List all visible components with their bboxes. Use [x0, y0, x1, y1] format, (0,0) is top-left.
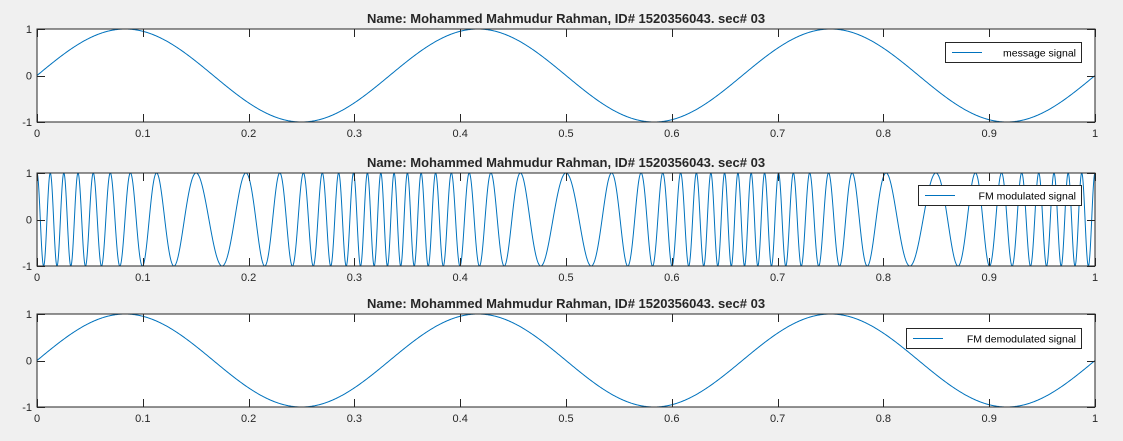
y-tick-label: 1: [26, 168, 32, 180]
x-tick-label: 0.5: [558, 128, 573, 140]
series-line-1: [37, 28, 1095, 123]
x-tick-label: 0.7: [770, 272, 785, 284]
y-tick-label: 0: [26, 71, 32, 83]
y-tick-label: 0: [26, 215, 32, 227]
legend-entry-label: FM demodulated signal: [967, 334, 1076, 346]
x-tick-label: 0.4: [453, 272, 468, 284]
x-tick-label: 0.2: [241, 272, 256, 284]
y-tick-label: 1: [26, 24, 32, 36]
x-tick-label: 0.6: [664, 272, 679, 284]
series-line-1: [37, 313, 1095, 408]
x-tick-label: 0.7: [770, 413, 785, 425]
y-tick-label: -1: [22, 261, 32, 273]
x-tick-label: 0.5: [558, 272, 573, 284]
axes-title: Name: Mohammed Mahmudur Rahman, ID# 1520…: [367, 296, 765, 311]
x-tick-label: 0.8: [876, 272, 891, 284]
legend[interactable]: FM demodulated signal: [906, 328, 1082, 349]
x-tick-label: 0.9: [982, 272, 997, 284]
x-tick-label: 0.5: [558, 413, 573, 425]
x-tick-label: 1: [1092, 128, 1098, 140]
x-tick-label: 1: [1092, 272, 1098, 284]
legend-entry-label: message signal: [1003, 48, 1076, 60]
legend[interactable]: FM modulated signal: [918, 185, 1082, 206]
x-tick-label: 0.1: [135, 128, 150, 140]
x-tick-label: 0.1: [135, 272, 150, 284]
x-tick-label: 0.3: [347, 128, 362, 140]
axes-title: Name: Mohammed Mahmudur Rahman, ID# 1520…: [367, 11, 765, 26]
legend-box: [918, 185, 1082, 206]
x-tick-label: 0.8: [876, 413, 891, 425]
x-tick-label: 0.4: [453, 413, 468, 425]
legend-box: [906, 328, 1082, 349]
x-tick-label: 0.2: [241, 128, 256, 140]
x-tick-label: 0.9: [982, 128, 997, 140]
y-tick-label: 1: [26, 309, 32, 321]
x-tick-label: 0.3: [347, 413, 362, 425]
x-tick-label: 1: [1092, 413, 1098, 425]
x-tick-label: 0.1: [135, 413, 150, 425]
x-tick-label: 0: [34, 272, 40, 284]
x-tick-label: 0.4: [453, 128, 468, 140]
x-tick-label: 0.6: [664, 128, 679, 140]
x-tick-label: 0.8: [876, 128, 891, 140]
x-tick-label: 0: [34, 128, 40, 140]
axes-title: Name: Mohammed Mahmudur Rahman, ID# 1520…: [367, 155, 765, 170]
legend-box: [945, 42, 1082, 63]
legend[interactable]: message signal: [945, 42, 1082, 63]
x-tick-label: 0.6: [664, 413, 679, 425]
legend-entry-label: FM modulated signal: [979, 191, 1076, 203]
x-tick-label: 0.2: [241, 413, 256, 425]
x-tick-label: 0: [34, 413, 40, 425]
y-tick-label: -1: [22, 117, 32, 129]
x-tick-label: 0.3: [347, 272, 362, 284]
x-tick-label: 0.9: [982, 413, 997, 425]
y-tick-label: 0: [26, 356, 32, 368]
x-tick-label: 0.7: [770, 128, 785, 140]
y-tick-label: -1: [22, 402, 32, 414]
